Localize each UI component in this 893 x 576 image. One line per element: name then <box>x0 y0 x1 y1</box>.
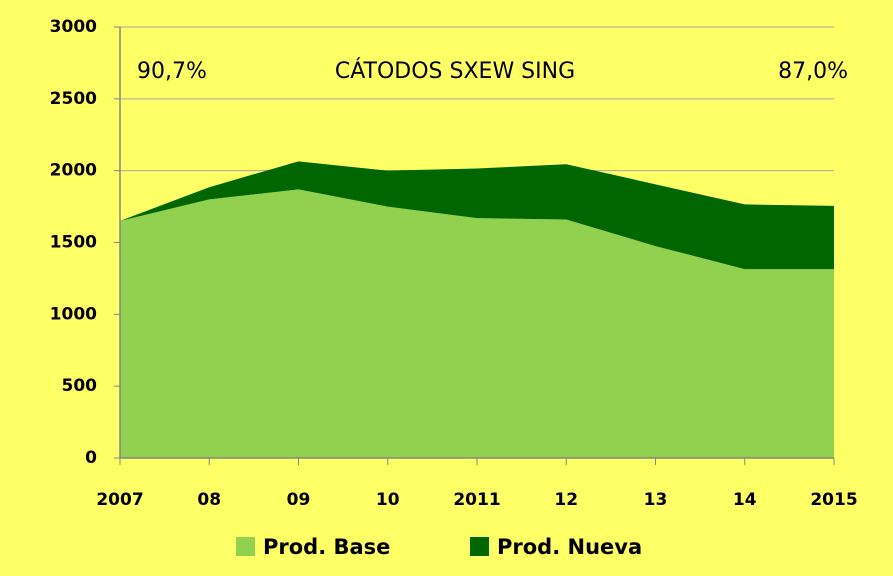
y-tick-label: 2000 <box>50 161 97 181</box>
y-tick-label: 1500 <box>50 233 97 253</box>
y-tick-label: 500 <box>62 376 98 396</box>
legend-swatch <box>470 537 489 556</box>
x-tick-label: 2015 <box>810 490 857 510</box>
chart-title: CÁTODOS SXEW SING <box>335 58 575 84</box>
x-tick-label: 08 <box>197 490 221 510</box>
annotation: 90,7% <box>137 59 207 84</box>
x-tick-label: 12 <box>554 490 578 510</box>
area <box>120 161 834 270</box>
x-tick-label: 2011 <box>453 490 500 510</box>
annotation: 87,0% <box>778 59 848 84</box>
axes: 0 500 1000 1500 2000 2500 3000 2007 08 09 10 2011 12… <box>50 17 858 510</box>
y-tick-label: 2500 <box>50 89 97 109</box>
x-tick-label: 09 <box>287 490 311 510</box>
legend-label: Prod. Nueva <box>497 535 642 559</box>
x-tick-label: 10 <box>376 490 400 510</box>
x-tick-label: 2007 <box>96 490 143 510</box>
y-tick-label: 3000 <box>50 17 97 37</box>
y-tick-label: 1000 <box>50 304 97 324</box>
x-tick-label: 13 <box>644 490 668 510</box>
legend-label: Prod. Base <box>263 535 390 559</box>
legend-swatch <box>236 537 255 556</box>
areas <box>120 161 834 459</box>
x-tick-label: 14 <box>733 490 757 510</box>
area <box>120 189 834 459</box>
y-tick-label: 0 <box>85 448 97 468</box>
